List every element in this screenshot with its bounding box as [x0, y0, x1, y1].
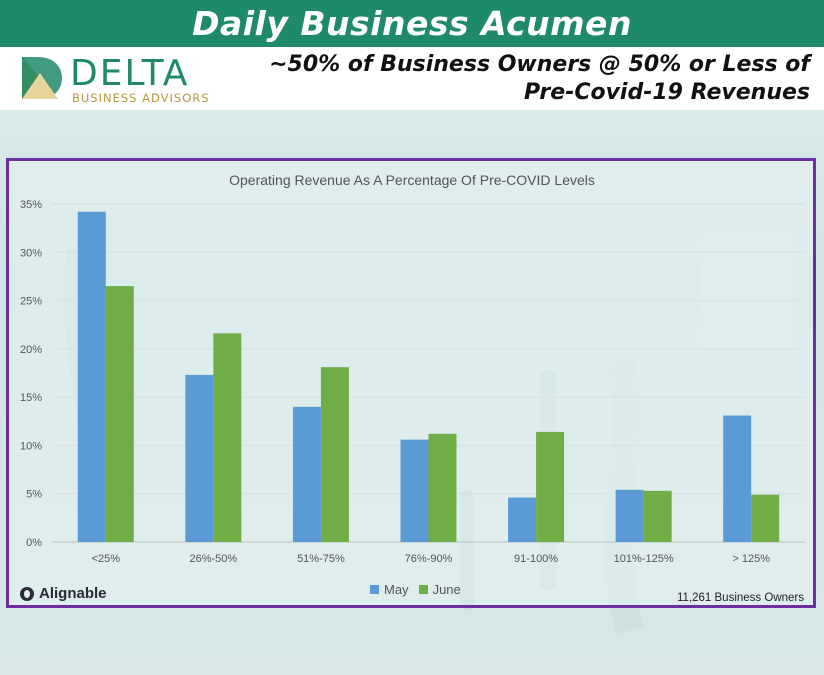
legend: May June: [370, 582, 461, 597]
banner: Daily Business Acumen: [0, 0, 824, 47]
chart-title: Operating Revenue As A Percentage Of Pre…: [229, 172, 595, 188]
bar-june: [213, 333, 242, 542]
bar-may: [508, 497, 537, 542]
y-tick-label: 35%: [20, 199, 42, 211]
bar-may: [77, 211, 106, 542]
y-tick-label: 30%: [20, 247, 42, 259]
source-logo: Alignable: [20, 585, 107, 602]
respondent-count: 11,261 Business Owners: [677, 592, 804, 604]
headline-line-1: ~50% of Business Owners @ 50% or Less of: [269, 52, 810, 77]
x-tick-label: <25%: [92, 553, 121, 565]
bar-june: [536, 431, 565, 542]
headline-line-2: Pre-Covid-19 Revenues: [523, 80, 810, 105]
legend-item-june: June: [418, 582, 461, 597]
bar-may: [615, 489, 644, 542]
delta-logo: DELTA BUSINESS ADVISORS: [18, 53, 218, 105]
bar-june: [105, 286, 134, 542]
banner-title: Daily Business Acumen: [192, 4, 632, 43]
legend-label-may: May: [384, 582, 409, 597]
legend-swatch-june: [418, 585, 428, 594]
legend-swatch-may: [370, 585, 379, 594]
x-tick-label: 91-100%: [514, 553, 558, 565]
bar-june: [428, 433, 457, 542]
legend-label-june: June: [432, 582, 461, 597]
y-tick-label: 5%: [26, 489, 42, 501]
y-tick-label: 25%: [20, 296, 42, 308]
logo-tagline: BUSINESS ADVISORS: [72, 91, 210, 105]
legend-item-may: May: [370, 582, 409, 597]
bar-may: [292, 406, 321, 542]
header: DELTA BUSINESS ADVISORS ~50% of Business…: [0, 47, 824, 110]
logo-name: DELTA: [70, 53, 190, 94]
x-tick-label: > 125%: [732, 553, 770, 565]
x-tick-label: 76%-90%: [405, 553, 453, 565]
x-tick-label: 51%-75%: [297, 553, 345, 565]
bar-june: [643, 490, 672, 542]
y-tick-label: 0%: [26, 537, 42, 549]
bar-may: [185, 374, 214, 542]
alignable-icon: [20, 586, 34, 601]
source-name: Alignable: [39, 585, 107, 602]
bar-may: [400, 439, 429, 542]
y-tick-label: 10%: [20, 440, 42, 452]
headline: ~50% of Business Owners @ 50% or Less of…: [250, 51, 810, 107]
bar-june: [320, 367, 349, 542]
bar-may: [723, 415, 752, 542]
x-tick-label: 101%-125%: [614, 553, 674, 565]
y-tick-label: 20%: [20, 344, 42, 356]
x-tick-label: 26%-50%: [190, 553, 238, 565]
delta-logo-icon: [22, 57, 62, 99]
y-tick-label: 15%: [20, 392, 42, 404]
bar-june: [751, 494, 780, 542]
